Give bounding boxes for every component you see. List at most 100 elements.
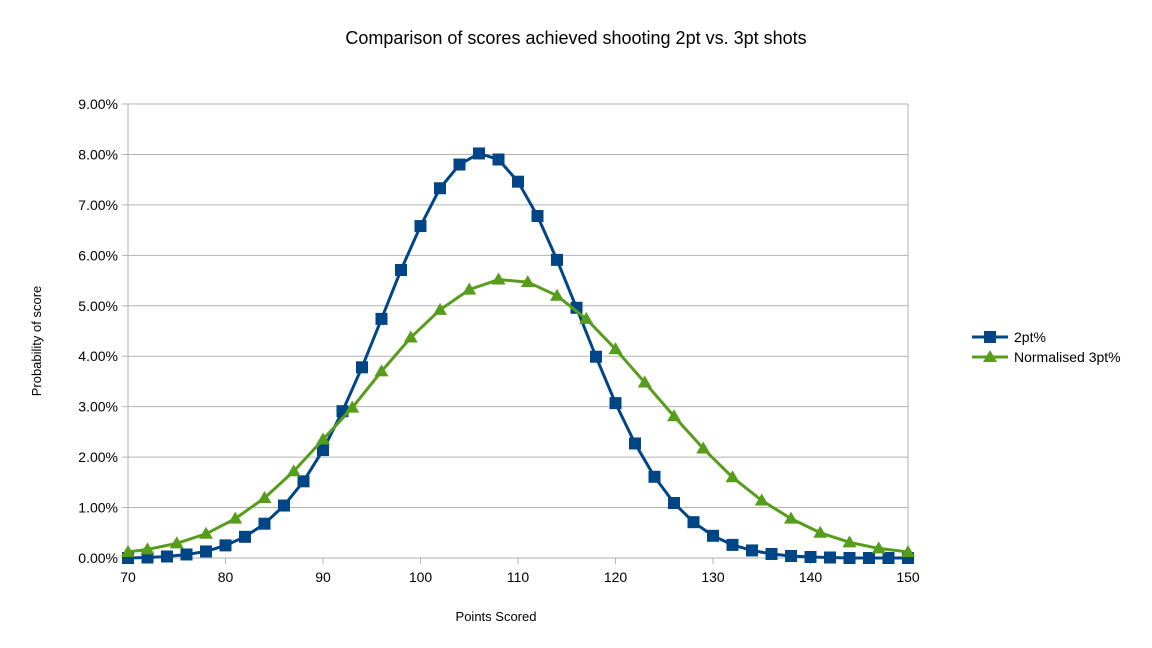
data-point	[375, 312, 388, 325]
chart-title: Comparison of scores achieved shooting 2…	[345, 28, 806, 48]
data-point	[219, 539, 232, 552]
data-point	[433, 302, 447, 315]
x-tick-label: 80	[218, 569, 234, 585]
data-point	[200, 545, 212, 558]
data-point	[228, 511, 243, 524]
data-point	[491, 272, 506, 285]
data-point	[403, 330, 418, 343]
legend: 2pt% Normalised 3pt%	[972, 329, 1121, 365]
data-point	[668, 497, 680, 510]
data-point	[258, 517, 271, 530]
series-0	[122, 147, 914, 564]
data-point	[551, 253, 563, 266]
data-point	[725, 470, 740, 483]
data-point	[843, 552, 856, 564]
data-point	[785, 549, 797, 562]
data-point	[696, 441, 711, 454]
series-line	[127, 151, 908, 560]
y-tick-label: 1.00%	[78, 500, 118, 516]
x-tick-label: 150	[896, 569, 920, 585]
legend-label: 2pt%	[1014, 329, 1046, 345]
data-point	[707, 529, 719, 542]
data-point	[169, 536, 184, 549]
y-tick-label: 3.00%	[78, 399, 118, 415]
data-point	[121, 544, 135, 557]
data-point	[550, 288, 564, 301]
data-point	[345, 400, 360, 413]
data-point	[512, 175, 524, 188]
data-point	[813, 525, 828, 538]
data-point	[863, 552, 875, 564]
data-point	[414, 220, 427, 233]
legend-triangle-marker	[983, 350, 997, 362]
data-point	[882, 552, 895, 564]
data-point	[239, 530, 251, 543]
legend-label: Normalised 3pt%	[1014, 349, 1121, 365]
gridlines	[122, 103, 909, 564]
x-tick-label: 130	[701, 569, 725, 585]
data-point	[804, 550, 817, 563]
data-point	[842, 535, 857, 548]
data-point	[531, 209, 544, 222]
y-tick-label: 5.00%	[78, 298, 118, 314]
data-point	[492, 153, 505, 166]
data-point	[473, 147, 485, 160]
data-point	[648, 470, 661, 483]
data-point	[434, 182, 446, 195]
series-line	[127, 278, 909, 554]
x-tick-label: 100	[409, 569, 433, 585]
data-point	[141, 551, 154, 564]
x-axis-ticks: 70 80 90 100 110 120 130 140 150	[120, 569, 920, 585]
data-point	[161, 550, 173, 563]
data-point	[901, 544, 915, 557]
data-point	[570, 301, 583, 314]
x-tick-label: 140	[799, 569, 823, 585]
data-point	[871, 541, 886, 554]
data-point	[356, 361, 368, 374]
data-point	[278, 499, 290, 512]
legend-square-marker	[984, 331, 996, 343]
data-point	[180, 548, 193, 561]
x-tick-label: 90	[315, 569, 331, 585]
data-point	[286, 464, 301, 477]
data-point	[520, 275, 535, 288]
data-point	[726, 538, 739, 551]
data-point	[746, 544, 758, 557]
data-point	[637, 375, 652, 388]
y-tick-label: 7.00%	[78, 197, 118, 213]
y-tick-label: 0.00%	[78, 550, 118, 566]
data-point	[462, 282, 477, 295]
series-1	[121, 272, 915, 557]
data-point	[687, 516, 700, 529]
data-point	[395, 263, 407, 276]
data-point	[297, 475, 310, 488]
y-axis-label: Probability of score	[29, 286, 44, 397]
data-point	[754, 493, 769, 506]
data-point	[608, 342, 623, 355]
y-tick-label: 4.00%	[78, 348, 118, 364]
y-axis-ticks: 0.00% 1.00% 2.00% 3.00% 4.00% 5.00% 6.00% 7.00%…	[78, 96, 118, 566]
data-point	[257, 490, 272, 503]
data-point	[579, 311, 594, 324]
data-point	[317, 444, 329, 457]
data-point	[374, 364, 389, 377]
data-point	[590, 350, 602, 363]
data-point	[453, 158, 466, 171]
data-point	[140, 542, 155, 555]
y-tick-label: 9.00%	[78, 96, 118, 112]
y-tick-label: 8.00%	[78, 146, 118, 162]
data-point	[824, 551, 836, 564]
data-point	[784, 511, 798, 524]
x-axis-label: Points Scored	[456, 609, 537, 624]
data-point	[609, 397, 622, 410]
data-point	[199, 526, 213, 539]
data-point	[629, 437, 641, 450]
data-point	[667, 409, 681, 422]
x-tick-label: 110	[507, 569, 530, 585]
data-point	[316, 432, 330, 445]
series-layer	[121, 147, 915, 564]
x-tick-label: 120	[604, 569, 628, 585]
x-tick-label: 70	[120, 569, 136, 585]
data-point	[765, 547, 778, 560]
